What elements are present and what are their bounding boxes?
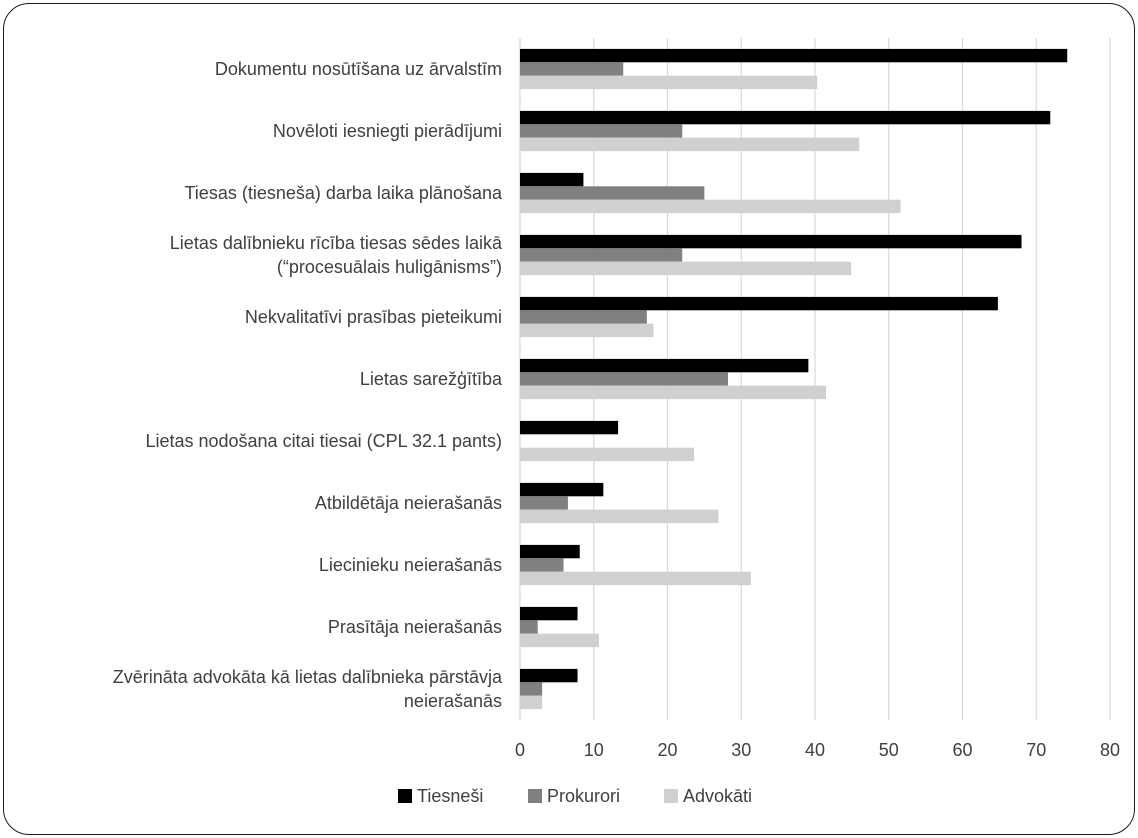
bar-prokurori — [520, 124, 683, 138]
bar-prokurori — [520, 186, 705, 200]
bar-prokurori — [520, 496, 568, 510]
bar-advokāti — [520, 75, 818, 90]
bar-tiesneši — [520, 172, 584, 187]
bar-prokurori — [520, 310, 647, 324]
bar-tiesneši — [520, 668, 578, 683]
legend-label: Tiesneši — [417, 786, 483, 806]
bar-tiesneši — [520, 48, 1068, 63]
bar-advokāti — [520, 137, 860, 152]
category-label: Liecinieku neierašanās — [319, 555, 502, 575]
bar-prokurori — [520, 682, 543, 696]
category-label: Novēloti iesniegti pierādījumi — [273, 121, 502, 141]
bar-prokurori — [520, 372, 728, 386]
legend-label: Prokurori — [547, 786, 620, 806]
legend-swatch-tiesneši — [398, 789, 412, 803]
x-tick-label: 10 — [584, 740, 604, 760]
x-tick-label: 20 — [657, 740, 677, 760]
category-label: Atbildētāja neierašanās — [315, 493, 502, 513]
category-label: Lietas nodošana citai tiesai (CPL 32.1 p… — [145, 431, 502, 451]
bar-advokāti — [520, 447, 695, 462]
grid-lines — [519, 38, 1111, 720]
bar-advokāti — [520, 199, 901, 214]
bar-tiesneši — [520, 606, 578, 621]
x-tick-label: 80 — [1100, 740, 1120, 760]
category-label: neierašanās — [404, 691, 502, 711]
x-tick-label: 60 — [952, 740, 972, 760]
x-tick-label: 40 — [805, 740, 825, 760]
bar-advokāti — [520, 323, 654, 338]
bar-prokurori — [520, 248, 683, 262]
legend-label: Advokāti — [683, 786, 752, 806]
x-axis-tick-labels: 0 10 20 30 40 50 60 70 80 — [515, 740, 1120, 760]
bar-tiesneši — [520, 358, 809, 373]
category-label: Tiesas (tiesneša) darba laika plānošana — [184, 183, 503, 203]
category-label: Lietas dalībnieku rīcība tiesas sēdes la… — [170, 233, 503, 253]
x-tick-label: 30 — [731, 740, 751, 760]
category-labels: Dokumentu nosūtīšana uz ārvalstīm Novēlot… — [113, 59, 503, 711]
bar-prokurori — [520, 62, 624, 76]
bar-tiesneši — [520, 110, 1051, 125]
bars — [520, 48, 1068, 710]
x-tick-label: 70 — [1026, 740, 1046, 760]
bar-prokurori — [520, 620, 538, 634]
bar-tiesneši — [520, 544, 580, 559]
bar-tiesneši — [520, 420, 619, 435]
x-tick-label: 0 — [515, 740, 525, 760]
x-tick-label: 50 — [879, 740, 899, 760]
bar-advokāti — [520, 509, 719, 524]
bar-advokāti — [520, 261, 852, 276]
category-label: Lietas sarežģītība — [360, 369, 503, 389]
category-label: Dokumentu nosūtīšana uz ārvalstīm — [215, 59, 502, 79]
bar-tiesneši — [520, 296, 998, 311]
category-label: (“procesuālais huligānisms”) — [277, 257, 502, 277]
bar-advokāti — [520, 571, 751, 586]
legend-swatch-prokurori — [528, 789, 542, 803]
bar-tiesneši — [520, 234, 1022, 249]
category-label: Zvērināta advokāta kā lietas dalībnieka … — [113, 667, 503, 687]
category-label: Prasītāja neierašanās — [328, 617, 502, 637]
legend-swatch-advokāti — [664, 789, 678, 803]
bar-advokāti — [520, 695, 543, 710]
legend: Tiesneši Prokurori Advokāti — [398, 786, 752, 806]
bar-advokāti — [520, 385, 827, 400]
bar-advokāti — [520, 633, 599, 648]
bar-prokurori — [520, 558, 564, 572]
bar-tiesneši — [520, 482, 604, 497]
category-label: Nekvalitatīvi prasības pieteikumi — [245, 307, 502, 327]
